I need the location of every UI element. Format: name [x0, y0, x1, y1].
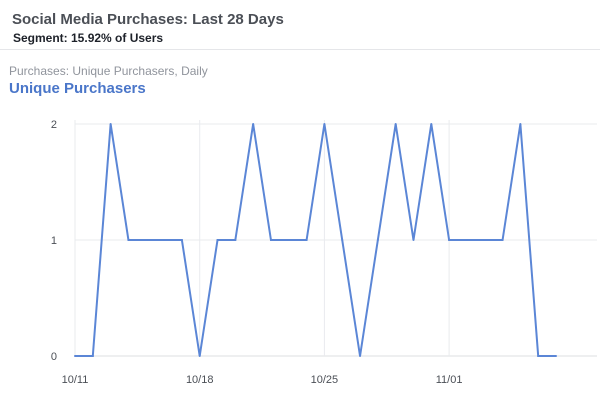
- data-point[interactable]: [376, 239, 379, 241]
- data-point[interactable]: [465, 239, 468, 241]
- data-point[interactable]: [305, 239, 308, 241]
- data-point[interactable]: [323, 123, 326, 125]
- series-legend-label: Unique Purchasers: [9, 80, 146, 97]
- x-tick-label: 10/11: [62, 374, 89, 386]
- data-point[interactable]: [555, 355, 557, 357]
- data-point[interactable]: [198, 355, 201, 357]
- segment-label: Segment: 15.92% of Users: [13, 31, 164, 45]
- series-line: [75, 123, 556, 357]
- grid-lines: [74, 120, 597, 357]
- data-point[interactable]: [483, 239, 486, 241]
- data-point[interactable]: [234, 239, 237, 241]
- data-point[interactable]: [519, 123, 522, 125]
- data-point[interactable]: [501, 239, 504, 241]
- data-point[interactable]: [430, 123, 433, 125]
- data-point[interactable]: [216, 239, 219, 241]
- y-axis-ticks: 0 1 2: [51, 119, 57, 363]
- data-point[interactable]: [180, 239, 183, 241]
- x-tick-label: 10/25: [311, 374, 339, 386]
- data-point[interactable]: [341, 239, 344, 241]
- data-point[interactable]: [252, 123, 255, 125]
- data-point[interactable]: [448, 239, 451, 241]
- data-point[interactable]: [412, 239, 415, 241]
- data-point[interactable]: [145, 239, 148, 241]
- data-point[interactable]: [74, 355, 76, 357]
- data-point[interactable]: [163, 239, 166, 241]
- x-axis-ticks: 10/11 10/18 10/25 11/01: [62, 374, 463, 386]
- data-point[interactable]: [91, 355, 94, 357]
- data-point[interactable]: [359, 355, 362, 357]
- data-point[interactable]: [287, 239, 290, 241]
- metric-caption: Purchases: Unique Purchasers, Daily: [9, 64, 208, 78]
- data-point[interactable]: [394, 123, 397, 125]
- y-tick-label: 2: [51, 119, 57, 131]
- x-tick-label: 11/01: [436, 374, 463, 386]
- data-point[interactable]: [127, 239, 130, 241]
- chart-header: Social Media Purchases: Last 28 Days Seg…: [0, 0, 600, 50]
- chart-title: Social Media Purchases: Last 28 Days: [12, 11, 284, 28]
- y-tick-label: 0: [51, 351, 57, 363]
- data-point[interactable]: [537, 355, 540, 357]
- series-layer: [74, 123, 557, 357]
- data-point[interactable]: [269, 239, 272, 241]
- x-tick-label: 10/18: [186, 374, 214, 386]
- data-point[interactable]: [109, 123, 112, 125]
- y-tick-label: 1: [51, 235, 57, 247]
